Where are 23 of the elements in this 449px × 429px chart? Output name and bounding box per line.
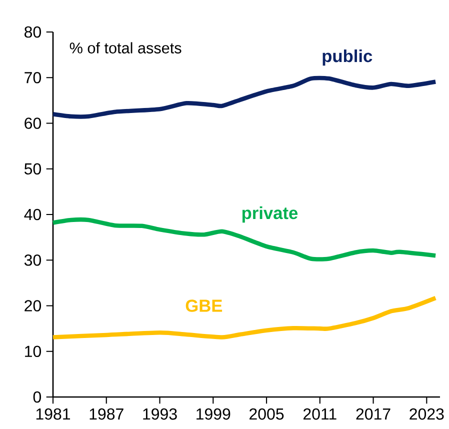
line-series [50, 296, 438, 340]
series-label: public [322, 49, 372, 66]
y-tick-label: 40 [24, 208, 42, 220]
x-tick-label: 1993 [143, 408, 177, 420]
series-label: private [242, 206, 298, 223]
series-label: GBE [186, 300, 222, 312]
x-tick-label: 1981 [36, 408, 70, 420]
y-tick-label: 30 [24, 254, 42, 266]
x-tick-label: 2011 [303, 408, 336, 420]
y-tick-label: 0 [33, 391, 42, 403]
x-tick-label: 1999 [196, 408, 230, 420]
y-tick-label: 80 [24, 26, 42, 38]
line-series [50, 76, 438, 119]
x-tick-label: 2017 [356, 408, 390, 420]
y-tick-label: 20 [24, 300, 42, 312]
y-tick-label: 60 [24, 118, 42, 129]
y-tick-label: 70 [24, 72, 42, 84]
x-tick-label: 2005 [250, 408, 284, 420]
y-tick-label: 50 [24, 163, 42, 175]
annotation: % of total assets [70, 42, 182, 54]
x-tick-label: 2023 [410, 408, 444, 420]
x-tick-label: 1987 [90, 408, 124, 420]
y-tick-label: 10 [25, 346, 42, 358]
